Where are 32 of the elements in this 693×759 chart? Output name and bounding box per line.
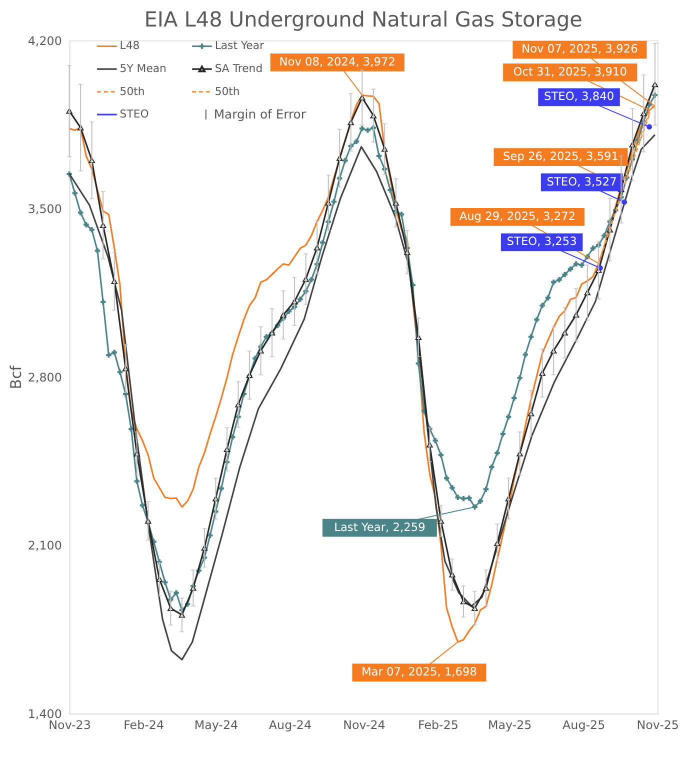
annotation: Margin of Error xyxy=(214,108,307,122)
legend-label: STEO xyxy=(120,108,149,121)
x-tick-label: Feb-24 xyxy=(124,718,164,732)
chart-title: EIA L48 Underground Natural Gas Storage xyxy=(144,7,582,32)
annotation: Aug 29, 2025, 3,272 xyxy=(459,208,576,223)
annotation: Mar 07, 2025, 1,698 xyxy=(361,664,478,679)
annotation: STEO, 3,527 xyxy=(546,174,617,188)
x-tick-label: Aug-24 xyxy=(268,718,312,732)
x-tick-label: Nov-25 xyxy=(636,718,679,732)
annotation: Oct 31, 2025, 3,910 xyxy=(513,64,627,78)
x-tick-label: May-24 xyxy=(194,718,238,732)
y-tick-label: 2,800 xyxy=(28,370,62,384)
x-tick-label: Feb-25 xyxy=(418,718,458,732)
x-tick-label: Nov-24 xyxy=(343,718,386,732)
y-tick-label: 2,100 xyxy=(28,538,62,553)
legend-label: Last Year xyxy=(214,39,264,52)
annotation: STEO, 3,253 xyxy=(506,234,577,248)
annotation: Sep 26, 2025, 3,591 xyxy=(503,149,619,164)
y-axis-title: Bcf xyxy=(6,364,25,390)
annotation: Nov 08, 2024, 3,972 xyxy=(279,54,396,68)
y-tick-label: 4,200 xyxy=(28,34,62,48)
y-tick-label: 3,500 xyxy=(28,202,62,216)
legend-label: 5Y Mean xyxy=(120,62,166,75)
x-tick-label: Aug-25 xyxy=(562,718,606,732)
legend-label: SA Trend xyxy=(214,62,263,75)
annotation: STEO, 3,840 xyxy=(544,89,614,104)
annotation: Last Year, 2,259 xyxy=(334,520,426,534)
legend-label: 50th xyxy=(214,84,240,98)
x-tick-label: May-25 xyxy=(488,718,532,732)
annotation: Nov 07, 2025, 3,926 xyxy=(522,42,638,56)
legend-label: L48 xyxy=(120,39,140,52)
legend-label: 50th xyxy=(120,84,145,98)
